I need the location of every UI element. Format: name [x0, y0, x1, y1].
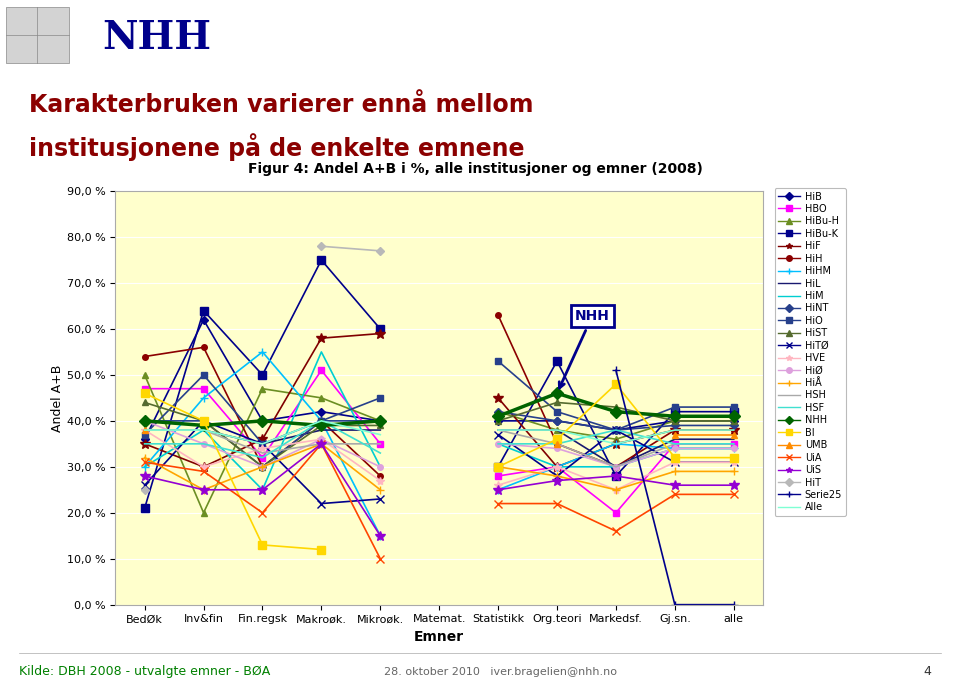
Y-axis label: Andel A+B: Andel A+B: [51, 364, 64, 432]
Text: institusjonene på de enkelte emnene: institusjonene på de enkelte emnene: [29, 133, 524, 161]
Text: Karakterbruken varierer ennå mellom: Karakterbruken varierer ennå mellom: [29, 93, 534, 117]
X-axis label: Emner: Emner: [414, 630, 465, 644]
Text: NHH: NHH: [102, 19, 211, 57]
Legend: HiB, HBO, HiBu-H, HiBu-K, HiF, HiH, HiHM, HiL, HiM, HiNT, HiO, HiST, HiTØ, HVE, : HiB, HBO, HiBu-H, HiBu-K, HiF, HiH, HiHM…: [775, 188, 846, 516]
Text: Figur 4: Andel A+B i %, alle institusjoner og emner (2008): Figur 4: Andel A+B i %, alle institusjon…: [248, 161, 703, 176]
Text: 4: 4: [924, 664, 931, 678]
Text: NHH: NHH: [560, 309, 610, 388]
FancyBboxPatch shape: [6, 7, 69, 63]
Text: Kilde: DBH 2008 - utvalgte emner - BØA: Kilde: DBH 2008 - utvalgte emner - BØA: [19, 664, 271, 678]
Text: 28. oktober 2010   iver.bragelien@nhh.no: 28. oktober 2010 iver.bragelien@nhh.no: [384, 667, 617, 677]
